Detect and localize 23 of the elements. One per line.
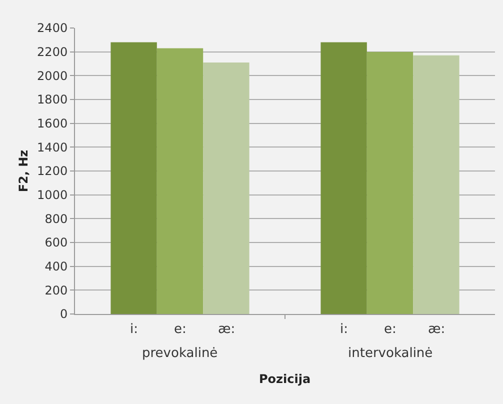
series-label: e: (174, 322, 186, 337)
x-axis-title: Pozicija (259, 372, 311, 386)
y-axis-title: F2, Hz (16, 150, 30, 192)
series-label: i: (130, 322, 138, 337)
y-tick-label: 1200 (37, 164, 68, 178)
y-tick-label: 200 (44, 283, 68, 298)
text: e: (384, 322, 396, 337)
y-tick-label: 1600 (37, 116, 68, 131)
y-tick-label: 1400 (37, 140, 68, 154)
y-tick-label: 1000 (37, 188, 68, 202)
y-tick-label: 2400 (37, 21, 68, 36)
y-tick-label: 800 (44, 212, 68, 226)
x-tick-label: prevokalinė (142, 346, 218, 361)
y-tick-label: 2000 (37, 68, 68, 83)
x-tick-label: intervokalinė (348, 346, 433, 361)
y-tick-label: 400 (44, 260, 68, 274)
y-tick-label: 2200 (37, 45, 68, 60)
y-tick-label: 0 (60, 307, 68, 322)
y-tick-label: 600 (44, 236, 68, 250)
text: æ: (428, 322, 446, 337)
series-label: æ: (218, 322, 236, 337)
y-tick-label: 1800 (37, 92, 68, 107)
text: i: (340, 322, 348, 337)
